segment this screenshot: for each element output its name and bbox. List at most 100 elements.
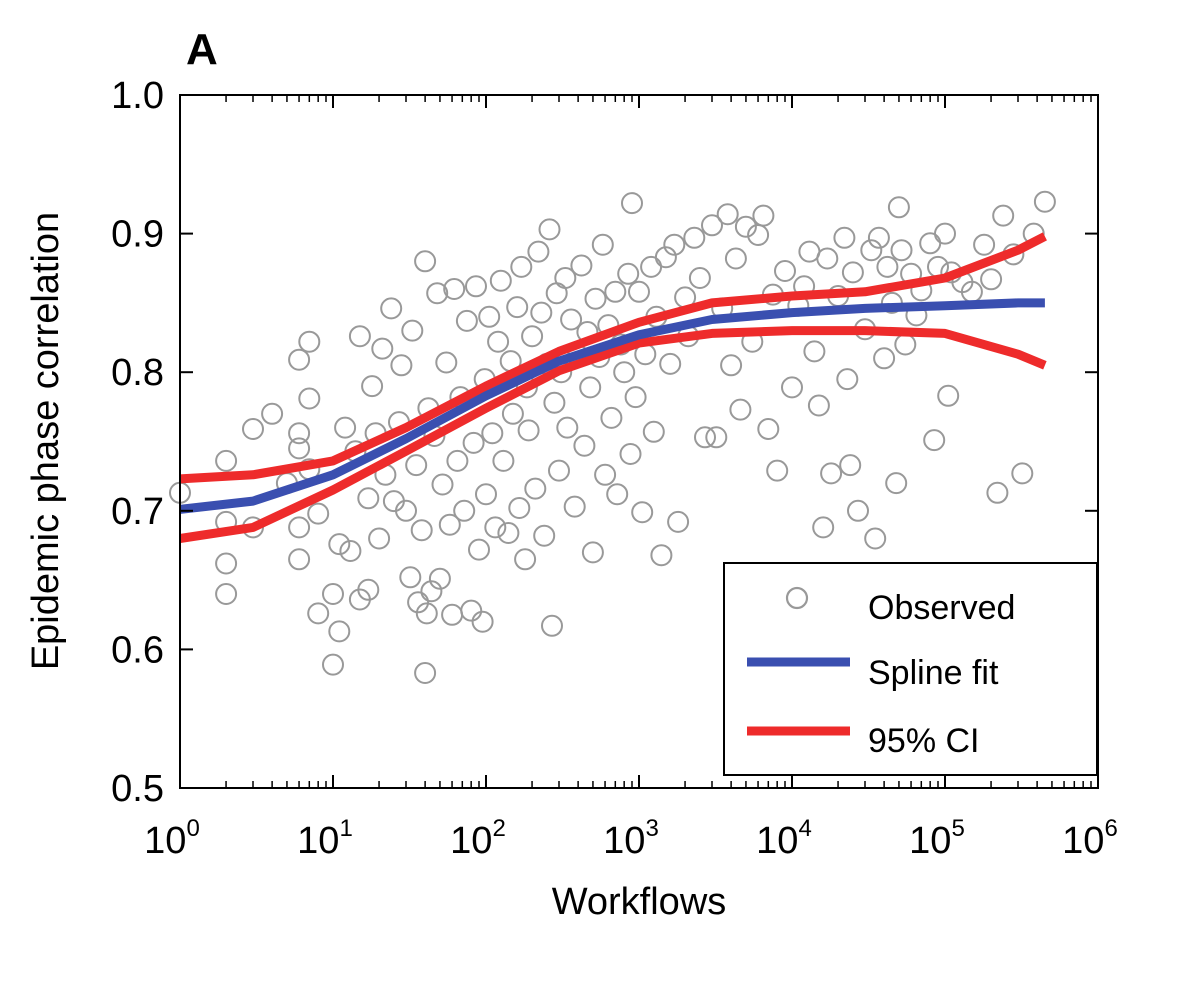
panel-label: A bbox=[186, 25, 218, 74]
observed-point bbox=[554, 267, 577, 289]
observed-point bbox=[803, 340, 826, 363]
observed-point bbox=[812, 516, 835, 539]
y-tick-label: 0.9 bbox=[111, 214, 164, 256]
observed-point bbox=[594, 463, 617, 486]
observed-point bbox=[446, 449, 469, 472]
ci-line bbox=[179, 232, 1047, 484]
observed-point bbox=[934, 222, 956, 245]
observed-point bbox=[524, 477, 547, 500]
observed-point bbox=[591, 233, 614, 256]
observed-point bbox=[395, 499, 417, 522]
legend: Observed Spline fit 95% CI bbox=[723, 562, 1098, 776]
observed-point bbox=[441, 603, 464, 626]
observed-point bbox=[414, 250, 437, 273]
observed-point bbox=[414, 662, 437, 684]
y-axis: 0.5 0.6 0.7 0.8 0.9 1.0 bbox=[111, 75, 1098, 810]
y-tick-label: 1.0 bbox=[111, 75, 164, 117]
observed-point bbox=[530, 301, 553, 324]
observed-point bbox=[847, 499, 869, 522]
ci-line bbox=[179, 326, 1047, 543]
observed-point bbox=[465, 275, 487, 298]
observed-point bbox=[973, 233, 996, 256]
observed-point bbox=[428, 567, 451, 590]
y-tick-label: 0.6 bbox=[111, 629, 164, 671]
observed-point bbox=[729, 398, 752, 421]
observed-point bbox=[288, 422, 311, 445]
observed-point bbox=[604, 280, 627, 303]
observed-point bbox=[215, 552, 238, 575]
observed-point bbox=[841, 261, 864, 284]
x-tick-label: 103 bbox=[603, 815, 659, 862]
observed-point bbox=[619, 443, 642, 465]
observed-point bbox=[401, 319, 424, 342]
observed-point bbox=[455, 309, 478, 332]
observed-point bbox=[579, 376, 602, 399]
observed-point bbox=[288, 437, 311, 460]
observed-point bbox=[937, 384, 960, 407]
observed-point bbox=[621, 192, 643, 215]
observed-point bbox=[716, 203, 739, 226]
observed-point bbox=[663, 233, 686, 256]
observed-point bbox=[371, 337, 394, 360]
observed-point bbox=[876, 255, 899, 278]
y-tick-label: 0.8 bbox=[111, 352, 164, 394]
observed-point bbox=[833, 226, 856, 249]
x-tick-label: 102 bbox=[450, 815, 506, 862]
observed-point bbox=[631, 501, 654, 524]
observed-point bbox=[533, 524, 556, 547]
observed-point bbox=[380, 297, 403, 320]
observed-point bbox=[415, 602, 438, 625]
observed-point bbox=[688, 267, 711, 289]
observed-point bbox=[348, 325, 371, 348]
x-axis: 100 101 102 103 104 105 106 bbox=[144, 95, 1118, 862]
observed-point bbox=[357, 578, 380, 601]
observed-point bbox=[478, 305, 501, 328]
observed-point bbox=[919, 232, 942, 255]
observed-point bbox=[885, 472, 908, 495]
observed-point bbox=[720, 354, 743, 377]
observed-point bbox=[399, 566, 422, 589]
observed-point bbox=[543, 391, 566, 414]
observed-point bbox=[617, 262, 640, 285]
legend-observed-label: Observed bbox=[868, 589, 1015, 627]
observed-point bbox=[460, 599, 483, 622]
observed-point bbox=[541, 614, 563, 637]
observed-point bbox=[705, 426, 728, 449]
observed-point bbox=[462, 431, 485, 454]
observed-point bbox=[242, 418, 264, 440]
x-tick-label: 106 bbox=[1062, 815, 1118, 862]
observed-point bbox=[864, 527, 887, 550]
x-tick-label: 101 bbox=[297, 815, 353, 862]
observed-point bbox=[766, 459, 789, 482]
observed-point bbox=[410, 519, 433, 542]
observed-point bbox=[701, 214, 723, 237]
observed-point bbox=[334, 416, 357, 439]
observed-point bbox=[867, 226, 890, 249]
observed-point bbox=[514, 548, 537, 571]
observed-point bbox=[807, 394, 830, 417]
observed-point bbox=[654, 246, 677, 269]
observed-point bbox=[261, 402, 284, 425]
observed-point bbox=[506, 296, 529, 319]
observed-point bbox=[471, 610, 494, 633]
observed-point bbox=[1011, 462, 1034, 485]
y-tick-label: 0.5 bbox=[111, 768, 164, 810]
observed-point bbox=[298, 330, 321, 353]
observed-point bbox=[489, 269, 512, 292]
observed-point bbox=[453, 499, 476, 522]
observed-point bbox=[650, 544, 673, 567]
observed-point bbox=[683, 226, 706, 249]
observed-point bbox=[438, 513, 461, 536]
observed-point bbox=[734, 215, 757, 238]
observed-point bbox=[322, 583, 344, 605]
observed-point bbox=[584, 287, 607, 310]
observed-point bbox=[992, 204, 1015, 227]
legend-observed-marker bbox=[785, 586, 809, 610]
observed-point bbox=[405, 454, 428, 477]
observed-point bbox=[288, 348, 311, 371]
observed-point bbox=[980, 268, 1003, 291]
observed-point bbox=[339, 540, 362, 562]
observed-point bbox=[288, 516, 311, 539]
observed-point bbox=[781, 376, 803, 399]
